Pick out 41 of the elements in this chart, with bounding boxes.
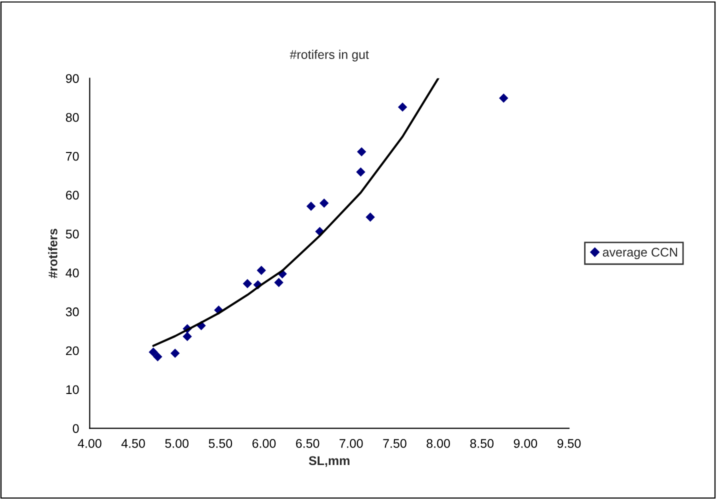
x-tick-label: 5.50 xyxy=(208,439,232,448)
x-tick-label: 6.50 xyxy=(296,439,320,448)
x-tick-label: 9.50 xyxy=(557,439,581,448)
y-tick-label: 30 xyxy=(66,307,79,316)
x-tick-label: 5.00 xyxy=(165,439,189,448)
point xyxy=(153,352,162,362)
y-tick-label: 50 xyxy=(66,230,79,239)
point xyxy=(306,202,316,211)
legend-label: average CCN xyxy=(602,248,678,260)
chart-title: #rotifers in gut xyxy=(290,50,369,62)
point xyxy=(170,348,180,358)
point xyxy=(356,147,366,156)
point xyxy=(356,167,366,177)
y-tick-label: 90 xyxy=(66,74,79,83)
x-tick-label: 7.50 xyxy=(383,439,406,448)
line-series xyxy=(152,78,440,347)
point xyxy=(398,102,408,112)
point xyxy=(320,198,329,208)
point xyxy=(242,279,252,288)
y-tick-label: 0 xyxy=(72,424,79,433)
y-tick-label: 20 xyxy=(66,346,79,356)
point xyxy=(366,212,375,222)
y-tick-label: 40 xyxy=(66,268,79,278)
y-axis-title: #rotifers xyxy=(48,228,58,278)
x-tick-label: 4.00 xyxy=(78,439,102,448)
x-tick-label: 9.00 xyxy=(514,439,538,448)
point xyxy=(274,278,284,288)
x-tick-label: 8.50 xyxy=(470,439,494,448)
point xyxy=(182,332,192,342)
x-axis-title: SL,mm xyxy=(308,456,350,467)
x-tick-label: 8.00 xyxy=(426,439,450,448)
point xyxy=(499,94,508,103)
x-tick-label: 6.00 xyxy=(252,439,276,448)
y-tick-label: 60 xyxy=(66,190,79,200)
y-tick-label: 80 xyxy=(66,112,79,122)
x-tick-label: 4.50 xyxy=(121,439,145,448)
point xyxy=(256,266,266,276)
y-tick-label: 10 xyxy=(66,385,79,394)
y-tick-label: 70 xyxy=(66,152,79,161)
point xyxy=(148,347,158,357)
x-tick-label: 7.00 xyxy=(340,439,363,448)
